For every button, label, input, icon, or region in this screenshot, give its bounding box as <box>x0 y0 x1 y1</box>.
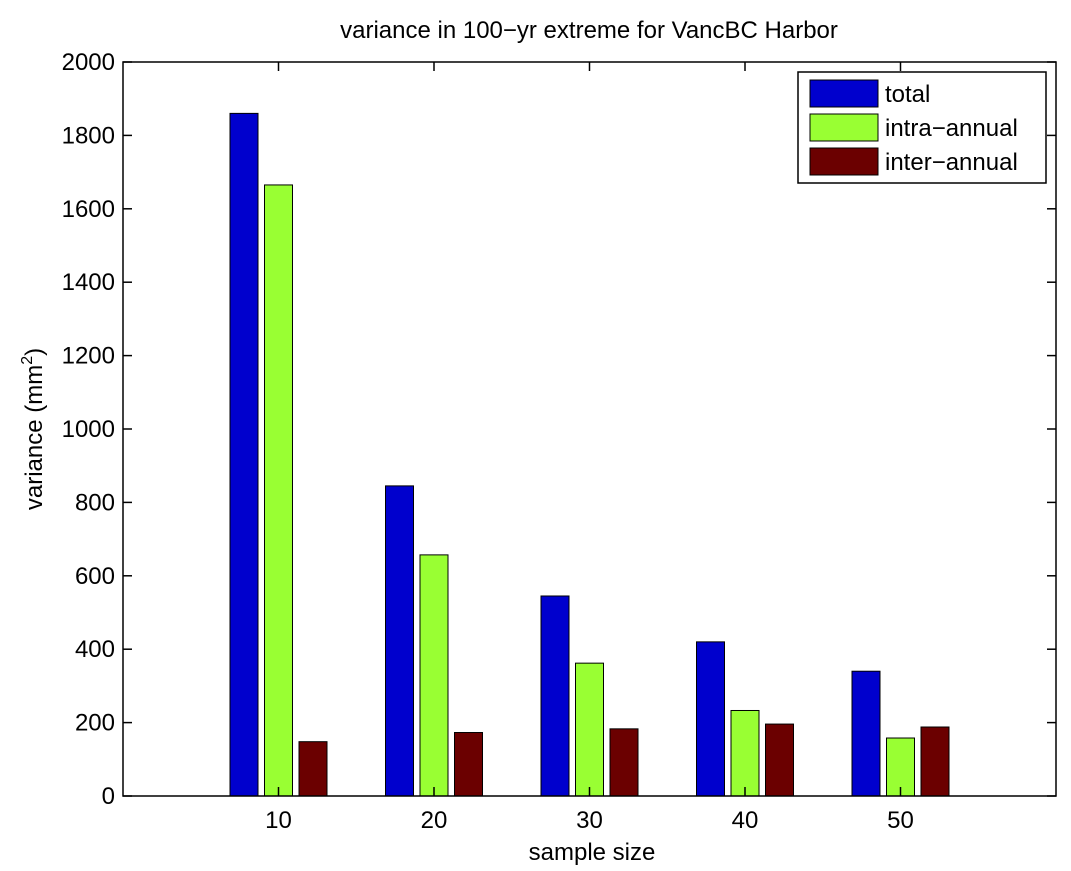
axis-ticks <box>123 61 1056 797</box>
y-tick-label-800: 800 <box>75 489 115 516</box>
bar-total-10 <box>229 112 259 797</box>
y-axis-label: variance (mm2) <box>19 348 48 510</box>
y-tick-label-1600: 1600 <box>62 196 115 223</box>
x-tick-label-50: 50 <box>887 807 914 834</box>
bar-inter-annual-30 <box>609 728 639 797</box>
legend-label-intra-annual: intra−annual <box>885 115 1018 142</box>
x-tick-label-10: 10 <box>265 807 292 834</box>
bar-intra-annual-40 <box>730 709 760 797</box>
bar-inter-annual-10 <box>298 741 328 797</box>
x-tick-label-30: 30 <box>576 807 603 834</box>
legend-label-total: total <box>885 81 930 108</box>
y-tick-label-2000: 2000 <box>62 49 115 76</box>
bars-layer <box>229 112 950 797</box>
y-tick-label-600: 600 <box>75 563 115 590</box>
bar-total-40 <box>696 641 725 797</box>
legend-items: total intra−annual inter−annual <box>809 79 1018 176</box>
x-tick-label-20: 20 <box>421 807 448 834</box>
y-tick-label-400: 400 <box>75 636 115 663</box>
chart-title: variance in 100−yr extreme for VancBC Ha… <box>340 17 838 44</box>
legend: total intra−annual inter−annual <box>797 71 1047 184</box>
y-axis-tick-labels: 0 200 400 600 800 1000 1200 1400 1600 1800 2000 <box>62 49 115 810</box>
y-axis-label-main: variance (mm <box>21 365 48 510</box>
y-tick-label-1000: 1000 <box>62 416 115 443</box>
x-axis-label: sample size <box>529 839 656 866</box>
bar-intra-annual-20 <box>419 554 449 797</box>
bar-total-20 <box>385 485 414 797</box>
bar-intra-annual-50 <box>886 737 915 797</box>
legend-swatch-total <box>809 79 879 108</box>
bar-inter-annual-50 <box>920 726 950 797</box>
legend-label-inter-annual: inter−annual <box>885 149 1018 176</box>
bar-inter-annual-40 <box>765 723 794 797</box>
legend-swatch-inter-annual <box>809 147 879 176</box>
y-axis-label-superscript: 2 <box>19 356 36 365</box>
x-axis-tick-labels: 10 20 30 40 50 <box>265 807 914 834</box>
bar-inter-annual-20 <box>454 732 483 797</box>
bar-intra-annual-30 <box>575 662 604 797</box>
y-tick-label-1200: 1200 <box>62 343 115 370</box>
y-tick-label-1800: 1800 <box>62 122 115 149</box>
y-tick-label-200: 200 <box>75 710 115 737</box>
bar-intra-annual-10 <box>264 184 293 797</box>
y-tick-label-0: 0 <box>102 783 115 810</box>
bar-total-30 <box>540 595 570 797</box>
y-tick-label-1400: 1400 <box>62 269 115 296</box>
bar-total-50 <box>851 670 881 797</box>
x-tick-label-40: 40 <box>732 807 759 834</box>
legend-swatch-intra-annual <box>809 113 879 142</box>
y-axis-label-close: ) <box>21 348 48 356</box>
